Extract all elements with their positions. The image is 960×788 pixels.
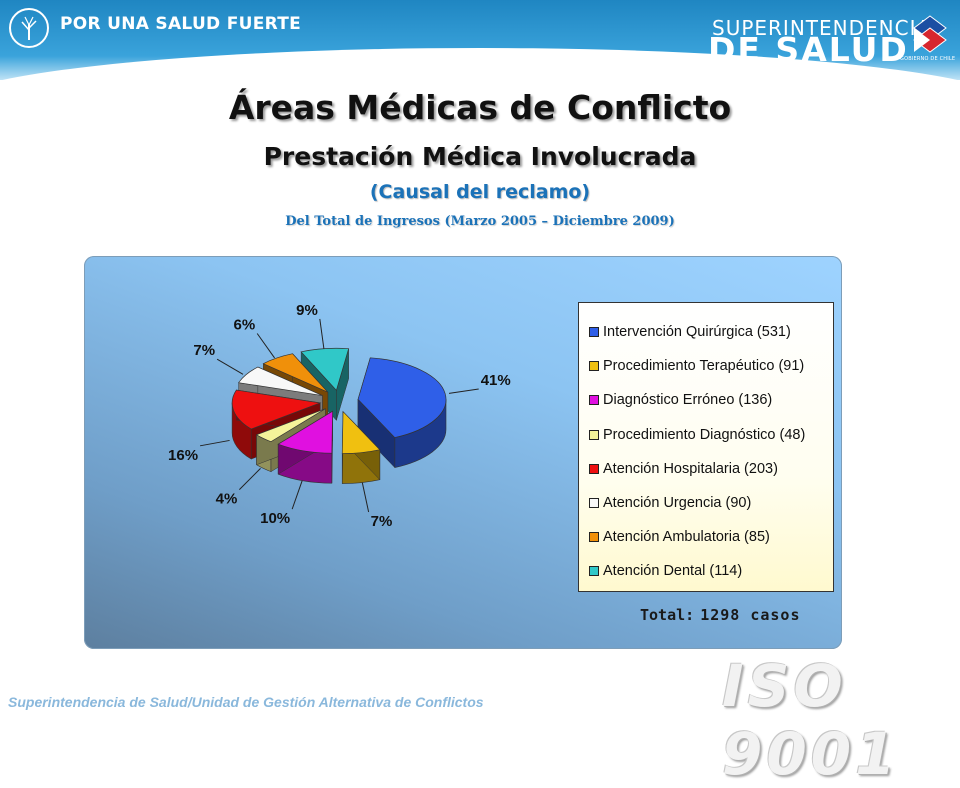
label-leader-line bbox=[291, 480, 303, 510]
label-leader-line bbox=[238, 468, 261, 491]
legend-item: Atención Urgencia (90) bbox=[589, 486, 833, 520]
legend-item: Diagnóstico Erróneo (136) bbox=[589, 383, 833, 417]
pie-slice bbox=[277, 410, 333, 484]
pie-slice-top bbox=[277, 410, 333, 454]
government-logo-icon bbox=[913, 15, 947, 53]
pie-slice bbox=[341, 410, 381, 484]
brand-name-bottom: DE SALUD bbox=[708, 30, 909, 69]
pie-data-label: 10% bbox=[260, 510, 290, 527]
iso-watermark: ISO 9001 bbox=[722, 652, 900, 788]
legend-swatch bbox=[589, 532, 599, 543]
legend-item: Procedimiento Terapéutico (91) bbox=[589, 349, 833, 383]
label-leader-line bbox=[256, 333, 275, 359]
slide-subtitle-period: Del Total de Ingresos (Marzo 2005 – Dici… bbox=[285, 214, 675, 229]
chart-total: Total: 1298 casos bbox=[640, 606, 801, 624]
pie-slice-top bbox=[300, 347, 350, 391]
brand-name-top: SUPERINTENDENCIA bbox=[712, 16, 932, 40]
pie-slice-top bbox=[357, 357, 447, 438]
legend-swatch bbox=[589, 498, 599, 509]
label-leader-line bbox=[319, 318, 325, 349]
government-caption: GOBIERNO DE CHILE bbox=[900, 56, 956, 62]
slide-subtitle-cause: (Causal del reclamo) bbox=[369, 181, 591, 203]
legend-label: Atención Hospitalaria (203) bbox=[603, 460, 778, 477]
pie-data-label: 6% bbox=[234, 317, 256, 334]
header-band bbox=[0, 0, 960, 80]
pie-data-label: 7% bbox=[193, 342, 215, 359]
header-slogan: POR UNA SALUD FUERTE bbox=[60, 14, 302, 34]
legend-swatch bbox=[589, 327, 599, 338]
legend-label: Procedimiento Diagnóstico (48) bbox=[603, 426, 806, 443]
legend-label: Atención Ambulatoria (85) bbox=[603, 529, 770, 546]
pie-slice-top bbox=[255, 408, 326, 443]
footer-text: Superintendencia de Salud/Unidad de Gest… bbox=[8, 694, 484, 710]
slide-title: Áreas Médicas de Conflicto bbox=[228, 88, 732, 127]
pie-slice-top bbox=[341, 410, 381, 454]
pie-slice-top bbox=[231, 389, 322, 430]
legend-swatch bbox=[589, 361, 599, 372]
legend-item: Atención Ambulatoria (85) bbox=[589, 520, 833, 554]
legend-item: Procedimiento Diagnóstico (48) bbox=[589, 418, 833, 452]
label-leader-line bbox=[216, 358, 244, 375]
pie-slice bbox=[357, 357, 447, 469]
pie-data-label: 16% bbox=[168, 447, 198, 464]
chart-panel: 41% 7% 10% 4% 16% 7% 6% 9% Intervención Quirúrg… bbox=[84, 256, 842, 649]
total-value: 1298 casos bbox=[700, 606, 801, 624]
legend-swatch bbox=[589, 429, 599, 440]
legend-swatch bbox=[589, 395, 599, 406]
tree-logo-icon bbox=[9, 8, 49, 48]
slide-subtitle: Prestación Médica Involucrada bbox=[263, 142, 697, 171]
legend-item: Atención Dental (114) bbox=[589, 554, 833, 588]
pie-data-label: 4% bbox=[216, 491, 238, 508]
legend-item: Atención Hospitalaria (203) bbox=[589, 452, 833, 486]
label-leader-line bbox=[448, 388, 479, 394]
pie-slice-top bbox=[238, 366, 323, 396]
pie-data-label: 7% bbox=[371, 513, 393, 530]
pie-data-label: 41% bbox=[481, 372, 511, 389]
legend-label: Atención Urgencia (90) bbox=[603, 495, 752, 512]
pie-slice-top bbox=[262, 353, 329, 393]
legend-swatch bbox=[589, 463, 599, 474]
legend-item: Intervención Quirúrgica (531) bbox=[589, 315, 833, 349]
pie-chart: 41% 7% 10% 4% 16% 7% 6% 9% bbox=[168, 302, 511, 530]
legend-label: Atención Dental (114) bbox=[603, 563, 743, 580]
legend-label: Procedimiento Terapéutico (91) bbox=[603, 358, 805, 375]
label-leader-line bbox=[361, 482, 370, 513]
legend-label: Diagnóstico Erróneo (136) bbox=[603, 392, 773, 409]
total-label: Total: bbox=[640, 606, 695, 624]
pie-data-label: 9% bbox=[296, 302, 318, 319]
legend-swatch bbox=[589, 566, 599, 577]
chart-legend: Intervención Quirúrgica (531) Procedimie… bbox=[578, 302, 834, 592]
legend-label: Intervención Quirúrgica (531) bbox=[603, 324, 791, 341]
label-leader-line bbox=[199, 439, 230, 447]
